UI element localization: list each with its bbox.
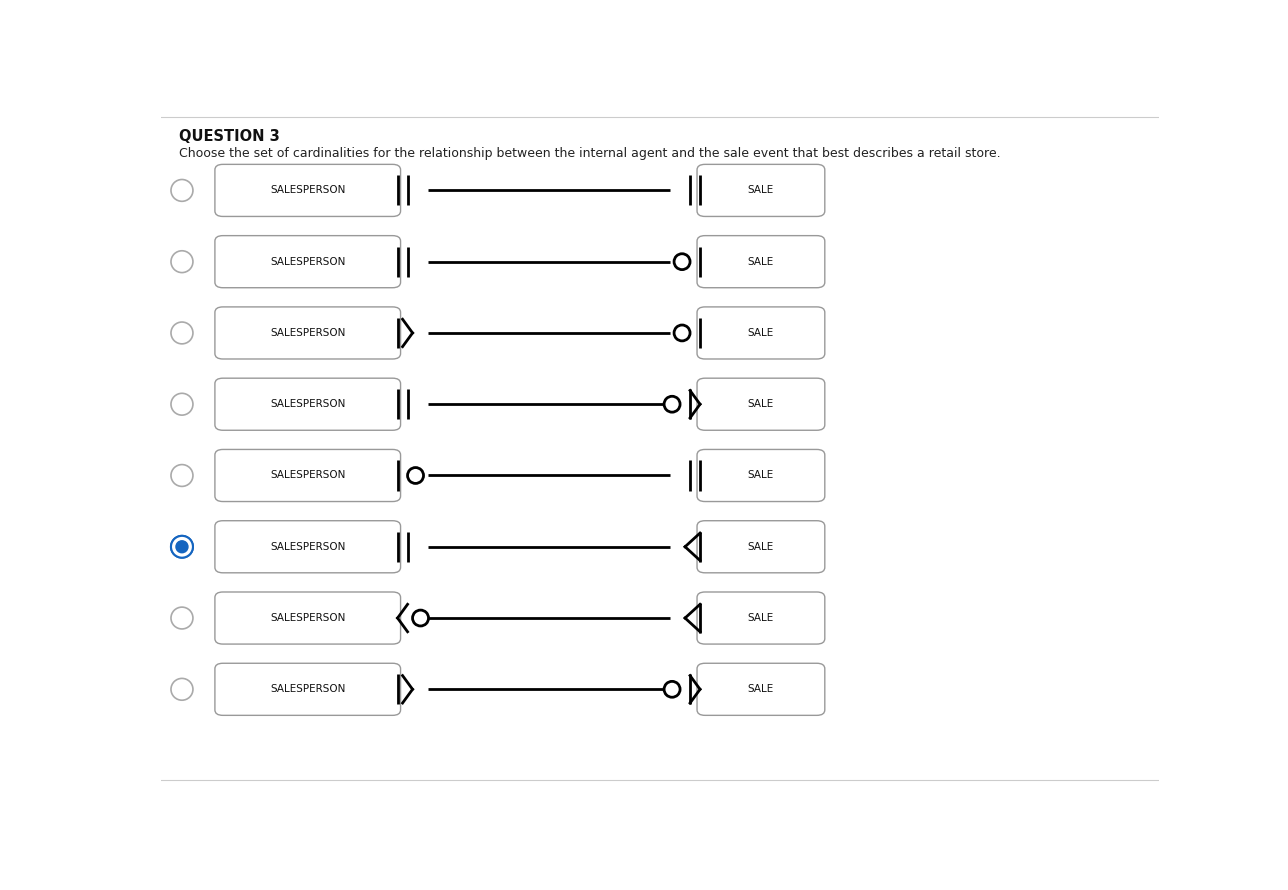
FancyBboxPatch shape: [697, 592, 824, 644]
FancyBboxPatch shape: [215, 165, 401, 216]
FancyBboxPatch shape: [697, 521, 824, 573]
FancyBboxPatch shape: [697, 165, 824, 216]
Ellipse shape: [674, 254, 690, 270]
Text: SALE: SALE: [748, 471, 774, 481]
FancyBboxPatch shape: [215, 307, 401, 359]
Text: SALESPERSON: SALESPERSON: [270, 471, 345, 481]
Text: SALE: SALE: [748, 328, 774, 338]
Ellipse shape: [171, 322, 193, 344]
Ellipse shape: [407, 467, 424, 483]
FancyBboxPatch shape: [697, 236, 824, 287]
Text: SALE: SALE: [748, 185, 774, 196]
Text: SALESPERSON: SALESPERSON: [270, 185, 345, 196]
FancyBboxPatch shape: [697, 307, 824, 359]
FancyBboxPatch shape: [215, 236, 401, 287]
FancyBboxPatch shape: [215, 663, 401, 716]
Text: SALESPERSON: SALESPERSON: [270, 542, 345, 552]
Ellipse shape: [171, 607, 193, 629]
Ellipse shape: [171, 536, 193, 558]
Text: SALE: SALE: [748, 613, 774, 623]
Text: SALESPERSON: SALESPERSON: [270, 328, 345, 338]
FancyBboxPatch shape: [697, 449, 824, 502]
FancyBboxPatch shape: [697, 663, 824, 716]
Ellipse shape: [176, 541, 188, 553]
Ellipse shape: [412, 611, 429, 626]
Ellipse shape: [171, 678, 193, 700]
Text: SALESPERSON: SALESPERSON: [270, 256, 345, 267]
Text: SALESPERSON: SALESPERSON: [270, 684, 345, 694]
Ellipse shape: [171, 180, 193, 201]
Text: QUESTION 3: QUESTION 3: [179, 129, 279, 143]
Text: SALE: SALE: [748, 400, 774, 409]
Ellipse shape: [665, 682, 680, 697]
Ellipse shape: [665, 396, 680, 412]
Ellipse shape: [171, 536, 193, 558]
FancyBboxPatch shape: [697, 378, 824, 430]
Text: SALE: SALE: [748, 542, 774, 552]
Ellipse shape: [171, 465, 193, 487]
FancyBboxPatch shape: [215, 521, 401, 573]
Ellipse shape: [171, 393, 193, 415]
Text: SALE: SALE: [748, 256, 774, 267]
Ellipse shape: [674, 325, 690, 341]
Text: SALE: SALE: [748, 684, 774, 694]
Text: SALESPERSON: SALESPERSON: [270, 613, 345, 623]
FancyBboxPatch shape: [215, 449, 401, 502]
Text: SALESPERSON: SALESPERSON: [270, 400, 345, 409]
FancyBboxPatch shape: [215, 378, 401, 430]
FancyBboxPatch shape: [215, 592, 401, 644]
Text: Choose the set of cardinalities for the relationship between the internal agent : Choose the set of cardinalities for the …: [179, 147, 1001, 159]
Ellipse shape: [171, 251, 193, 272]
